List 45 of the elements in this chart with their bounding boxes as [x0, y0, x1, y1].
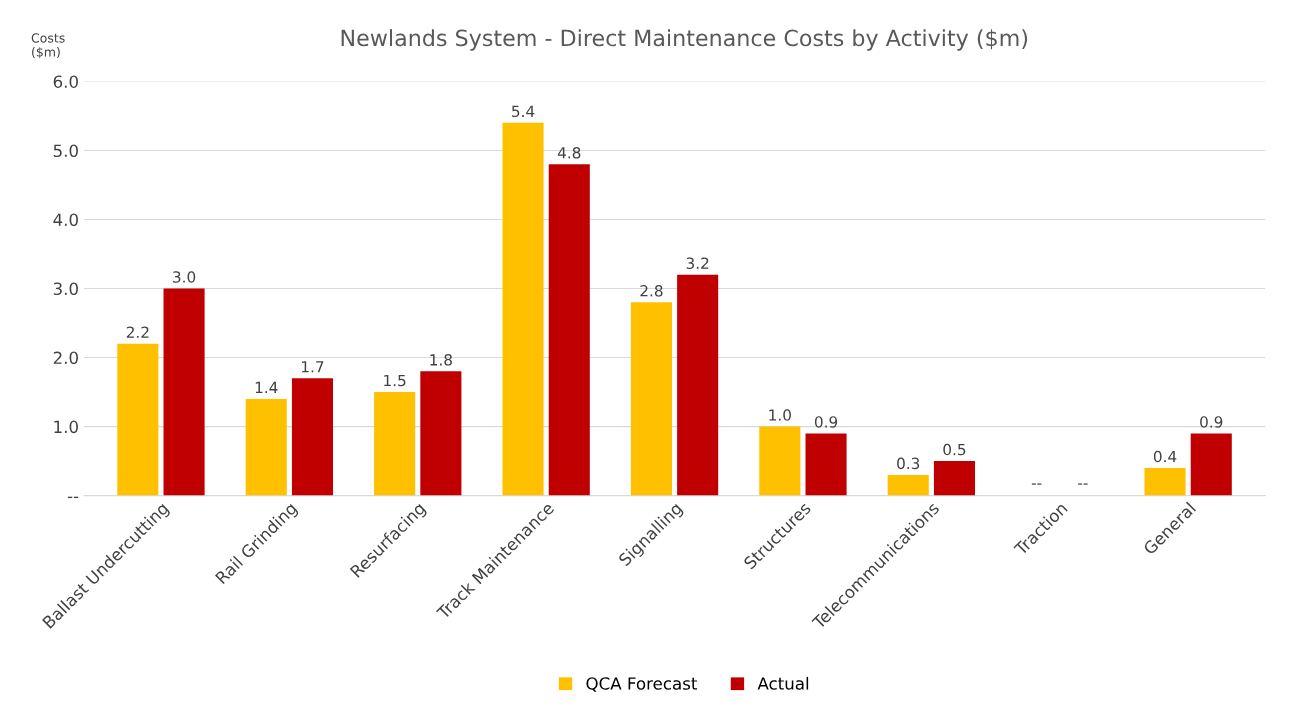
data-label: 0.3 — [897, 457, 920, 470]
data-label: 2.2 — [126, 326, 149, 338]
legend-label: QCA Forecast — [586, 677, 698, 692]
data-label: 0.5 — [943, 443, 966, 456]
chart-title: Newlands System - Direct Maintenance Costs by Activity ($m) — [341, 29, 1028, 51]
data-label: 1.8 — [430, 354, 452, 366]
data-label: 1.0 — [769, 409, 791, 421]
y-axis-title: Costs ($m) — [31, 33, 65, 59]
legend-label: Actual — [757, 676, 809, 690]
bar — [163, 288, 205, 496]
data-label: 0.9 — [1200, 416, 1223, 428]
bar — [502, 122, 544, 496]
data-label: 1.4 — [255, 381, 278, 393]
data-label: 1.7 — [301, 361, 324, 373]
annotation: -- — [1078, 483, 1088, 485]
data-label: 4.8 — [557, 146, 581, 159]
bar — [1144, 467, 1186, 496]
data-label: 0.4 — [1153, 450, 1177, 463]
bar — [117, 343, 159, 496]
bar — [887, 474, 929, 496]
y-tick-label: 6.0 — [53, 75, 78, 88]
bar — [374, 392, 416, 496]
y-tick-label: 5.0 — [53, 144, 78, 158]
bar — [548, 164, 590, 496]
y-tick-label: 2.0 — [53, 351, 78, 365]
y-tick-label: 4.0 — [53, 213, 78, 227]
bar — [630, 302, 672, 496]
bar — [933, 461, 975, 496]
data-label: 0.9 — [814, 416, 838, 428]
bar — [291, 378, 334, 496]
y-tick-label: 3.0 — [53, 282, 78, 296]
bar — [759, 426, 801, 496]
bar — [420, 371, 462, 496]
annotation: -- — [1031, 483, 1042, 485]
data-label: 1.5 — [384, 374, 406, 387]
bar — [677, 274, 719, 496]
bar — [805, 433, 847, 496]
data-label: 3.0 — [173, 271, 196, 283]
y-tick-label: 1.0 — [54, 420, 78, 434]
data-label: 3.2 — [686, 257, 709, 269]
bar — [1190, 433, 1232, 496]
data-label: 5.4 — [512, 105, 535, 118]
data-label: 2.8 — [640, 285, 663, 297]
y-tick-label: -- — [67, 496, 79, 499]
bar — [245, 398, 287, 496]
